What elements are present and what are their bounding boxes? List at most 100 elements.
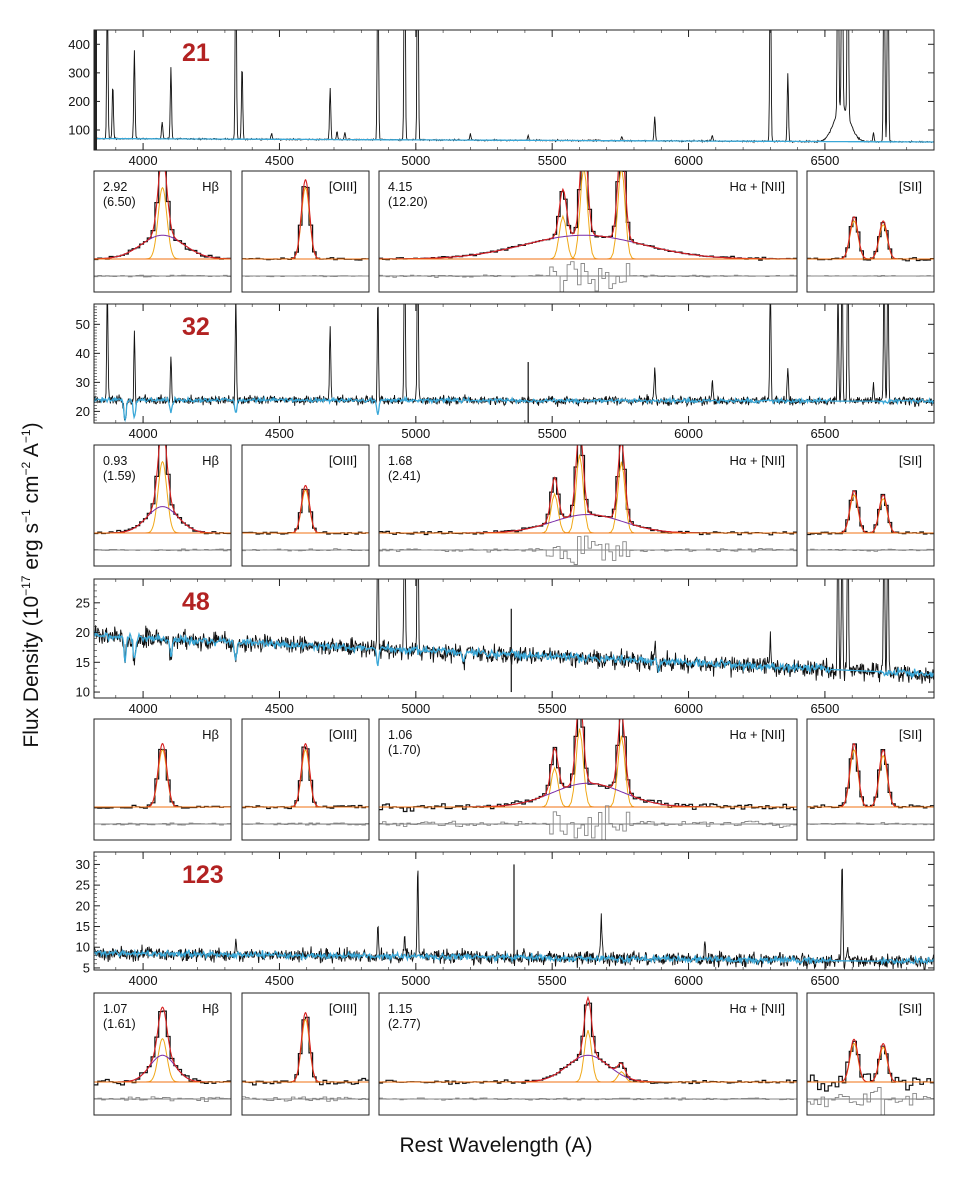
fit-window-0: Hβ 2.92(6.50) bbox=[93, 170, 232, 293]
line-label: Hβ bbox=[202, 179, 219, 194]
panel-frame bbox=[93, 303, 935, 424]
y-tick-label: 100 bbox=[68, 123, 90, 138]
x-tick-label: 5500 bbox=[538, 426, 567, 441]
flux-ratio: 1.15 bbox=[388, 1002, 412, 1016]
total-fit bbox=[242, 1011, 369, 1083]
window-frame bbox=[241, 170, 370, 293]
model-continuum bbox=[94, 137, 934, 143]
x-tick-label: 4000 bbox=[129, 153, 158, 168]
flux-ratio-paren: (12.20) bbox=[388, 195, 428, 209]
x-tick-label: 5500 bbox=[538, 973, 567, 988]
window-frame bbox=[806, 718, 935, 841]
x-tick-label: 4000 bbox=[129, 701, 158, 716]
narrow-component bbox=[379, 1070, 797, 1083]
flux-ratio-paren: (2.41) bbox=[388, 469, 421, 483]
total-fit bbox=[94, 742, 231, 808]
broad-component bbox=[379, 1054, 797, 1083]
window-frame bbox=[806, 444, 935, 567]
line-label: Hα + [NII] bbox=[729, 727, 785, 742]
x-tick-label: 5500 bbox=[538, 701, 567, 716]
residual-histogram bbox=[807, 822, 934, 826]
total-fit bbox=[379, 445, 797, 534]
x-tick-label: 4500 bbox=[265, 426, 294, 441]
fit-window-3: [SII] bbox=[806, 718, 935, 841]
object-label: 48 bbox=[182, 588, 210, 616]
window-frame bbox=[93, 170, 232, 293]
fit-window-2: Hα + [NII] 1.15(2.77) bbox=[378, 992, 798, 1116]
flux-ratio-paren: (1.70) bbox=[388, 743, 421, 757]
observed-histogram bbox=[94, 445, 231, 535]
narrow-component bbox=[242, 1018, 369, 1083]
y-tick-label: 300 bbox=[68, 65, 90, 80]
broad-component bbox=[379, 513, 797, 534]
line-label: [SII] bbox=[899, 727, 922, 742]
observed-spectrum bbox=[94, 304, 934, 421]
y-tick-label: 10 bbox=[76, 940, 90, 955]
x-tick-label: 4500 bbox=[265, 701, 294, 716]
narrow-component bbox=[807, 749, 934, 808]
flux-ratio-paren: (2.77) bbox=[388, 1017, 421, 1031]
observed-histogram bbox=[807, 490, 934, 536]
flux-ratio-paren: (1.59) bbox=[103, 469, 136, 483]
observed-histogram bbox=[379, 445, 797, 536]
line-label: [SII] bbox=[899, 453, 922, 468]
narrow-component bbox=[242, 186, 369, 260]
window-frame bbox=[93, 444, 232, 567]
fit-window-1: [OIII] bbox=[241, 170, 370, 293]
spectrum-panel-48: 10 15 20 25 4000 4500 5000 5500 6000 6500 48 Hβ [OII… bbox=[76, 578, 935, 841]
x-tick-label: 4000 bbox=[129, 426, 158, 441]
window-frame bbox=[806, 992, 935, 1116]
narrow-component bbox=[807, 754, 934, 808]
x-tick-label: 5000 bbox=[401, 426, 430, 441]
residual-histogram bbox=[242, 822, 369, 826]
line-label: [OIII] bbox=[329, 727, 357, 742]
x-axis-title: Rest Wavelength (A) bbox=[400, 1134, 593, 1157]
y-tick-label: 25 bbox=[76, 878, 90, 893]
object-label: 21 bbox=[182, 39, 210, 67]
object-label: 32 bbox=[182, 313, 210, 341]
total-fit bbox=[242, 484, 369, 534]
observed-histogram bbox=[807, 1040, 934, 1092]
narrow-component bbox=[379, 214, 797, 260]
spectrum-panel-32: 20 30 40 50 4000 4500 5000 5500 6000 6500 32 Hβ 0.93… bbox=[76, 303, 935, 567]
flux-ratio: 2.92 bbox=[103, 180, 127, 194]
y-tick-label: 15 bbox=[76, 655, 90, 670]
fit-window-1: [OIII] bbox=[241, 992, 370, 1116]
residual-histogram bbox=[379, 1097, 797, 1101]
line-label: [OIII] bbox=[329, 453, 357, 468]
model-continuum bbox=[94, 948, 934, 966]
window-frame bbox=[378, 718, 798, 841]
fit-window-3: [SII] bbox=[806, 170, 935, 293]
x-tick-label: 5000 bbox=[401, 701, 430, 716]
total-fit bbox=[379, 719, 797, 808]
residual-histogram bbox=[242, 1096, 369, 1102]
y-tick-label: 20 bbox=[76, 404, 90, 419]
flux-ratio: 1.06 bbox=[388, 728, 412, 742]
x-tick-label: 6000 bbox=[674, 701, 703, 716]
line-label: [SII] bbox=[899, 1001, 922, 1016]
spectrum-panel-123: 5 10 15 20 25 30 4000 4500 5000 5500 6000 6500 123 Hβ… bbox=[76, 851, 935, 1116]
model-continuum bbox=[94, 395, 934, 423]
narrow-component bbox=[242, 489, 369, 534]
narrow-component bbox=[242, 749, 369, 808]
fit-window-1: [OIII] bbox=[241, 444, 370, 567]
residual-histogram bbox=[94, 548, 231, 552]
fit-window-2: Hα + [NII] 1.06(1.70) bbox=[378, 718, 798, 841]
flux-ratio: 1.68 bbox=[388, 454, 412, 468]
residual-histogram bbox=[379, 805, 797, 840]
narrow-component bbox=[807, 494, 934, 534]
residual-histogram bbox=[94, 822, 231, 826]
residual-histogram bbox=[807, 274, 934, 277]
panel-frame bbox=[93, 29, 935, 151]
x-tick-label: 6000 bbox=[674, 153, 703, 168]
fit-window-0: Hβ 0.93(1.59) bbox=[93, 444, 232, 567]
residual-histogram bbox=[242, 548, 369, 552]
residual-histogram bbox=[94, 274, 231, 278]
x-tick-label: 6000 bbox=[674, 426, 703, 441]
line-label: Hα + [NII] bbox=[729, 1001, 785, 1016]
y-tick-label: 5 bbox=[83, 960, 90, 975]
x-tick-label: 5500 bbox=[538, 153, 567, 168]
y-tick-label: 400 bbox=[68, 37, 90, 52]
flux-ratio-paren: (6.50) bbox=[103, 195, 136, 209]
x-tick-label: 6000 bbox=[674, 973, 703, 988]
